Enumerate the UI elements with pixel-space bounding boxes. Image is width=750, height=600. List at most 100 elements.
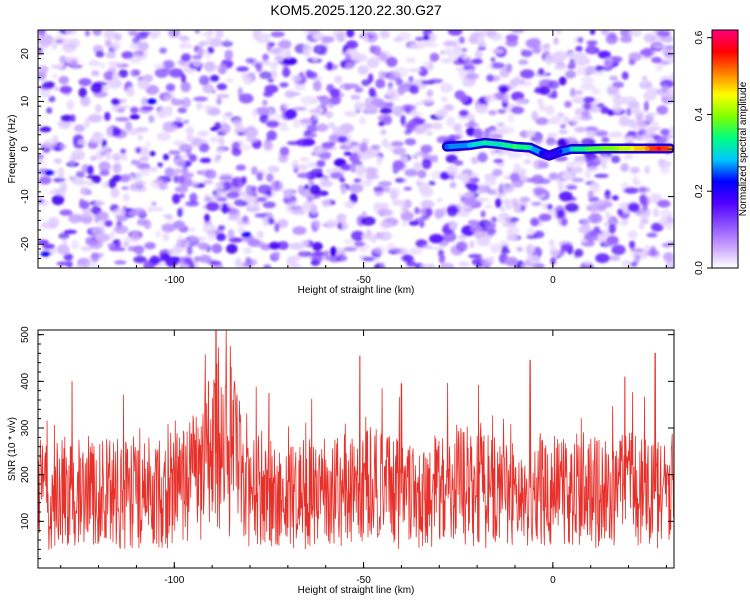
spectrogram-speckle (380, 129, 387, 135)
spectrogram-speckle (558, 191, 573, 202)
spectrogram-speckle (643, 100, 649, 112)
spectrogram-speckle (104, 111, 111, 121)
spectrogram-speckle (439, 82, 453, 93)
spectrogram-speckle (241, 215, 249, 224)
spectrogram-speckle (531, 201, 542, 206)
spectrogram-speckle (237, 131, 245, 136)
spectrogram-speckle (421, 158, 432, 170)
spectrogram-speckle (501, 184, 515, 193)
spectrogram-speckle (199, 75, 210, 86)
spectrogram-speckle (466, 126, 476, 137)
spectrogram-speckle (328, 122, 336, 129)
spectrogram-speckle (601, 199, 611, 204)
spectrogram-speckle (62, 43, 77, 53)
spectrogram-noise (38, 30, 674, 268)
spectrogram-speckle (217, 64, 227, 75)
spectrogram-speckle (235, 164, 246, 171)
spectrogram-speckle (535, 117, 549, 126)
spectrogram-speckle (344, 200, 355, 209)
spectrogram-speckle (587, 190, 594, 200)
spectrogram-speckle (111, 128, 122, 136)
spectrogram-speckle (85, 262, 99, 268)
spectrogram-speckle (177, 207, 183, 218)
spectrogram-speckle (621, 71, 629, 80)
spectrogram-speckle (378, 181, 393, 187)
spectrogram-speckle (179, 154, 189, 159)
spectrogram-speckle (316, 160, 326, 168)
signal-track-point (569, 146, 574, 152)
spectrogram-speckle (571, 177, 584, 183)
spectrogram-speckle (502, 94, 509, 103)
spectrogram-speckle (246, 137, 259, 143)
spectrogram-speckle (218, 136, 225, 147)
colorbar: 0.0 0.2 0.4 0.6 Normalized spectral amplitu… (694, 29, 749, 275)
spectrogram-speckle (640, 217, 649, 225)
spectrogram-speckle (125, 121, 133, 131)
spectrogram-speckle (627, 230, 638, 239)
spectrogram-speckle (655, 136, 666, 145)
spectrogram-speckle (226, 243, 238, 254)
spectrogram-speckle (328, 134, 338, 144)
spectrogram-speckle (113, 225, 129, 234)
spectrogram-speckle (612, 96, 627, 105)
spectrogram-speckle (156, 109, 169, 119)
spectrogram-speckle (275, 113, 282, 120)
spectrogram-speckle (497, 213, 511, 224)
spectrogram-speckle (135, 126, 149, 133)
spectrogram-speckle (128, 30, 138, 37)
spectrogram-speckle (445, 46, 451, 57)
spectrogram-speckle (456, 241, 468, 252)
spectrogram-speckle (382, 186, 391, 193)
spectrogram-speckle (592, 69, 605, 75)
spectrogram-speckle (188, 154, 197, 163)
spectrogram-speckle (113, 32, 122, 42)
spectrogram-speckle (657, 199, 671, 208)
spectrogram-speckle (180, 81, 191, 93)
spectrogram-speckle (564, 202, 579, 213)
spectrogram-speckle (281, 103, 291, 108)
spectrogram-speckle (306, 124, 319, 133)
spectrogram-speckle (420, 144, 433, 154)
spectrogram-speckle (262, 99, 268, 107)
spectrogram-speckle (470, 156, 479, 165)
spectrogram-speckle (628, 101, 641, 109)
spectrogram-speckle (670, 72, 674, 80)
spectrogram-speckle (332, 126, 341, 135)
spectrogram-speckle (140, 167, 151, 176)
spectrogram-speckle (259, 59, 270, 65)
spectrogram-speckle (668, 125, 674, 135)
spectrogram-speckle (551, 54, 566, 61)
spectrogram-speckle (188, 227, 196, 233)
spectrogram-speckle (133, 245, 145, 255)
spectrogram-speckle (107, 78, 123, 89)
spectrogram-speckle (225, 191, 240, 199)
spectrogram-speckle (42, 243, 55, 250)
spectrogram-speckle (99, 219, 105, 227)
signal-track-point (558, 149, 563, 154)
spectrogram-speckle (309, 184, 321, 196)
spectrogram-speckle (423, 61, 432, 70)
spectrogram-speckle (485, 256, 495, 262)
spectrogram-speckle (408, 76, 414, 83)
spectrogram-speckle (431, 154, 439, 163)
spectrogram-speckle (78, 87, 87, 98)
spectrogram-speckle (324, 249, 330, 261)
spectrogram-speckle (357, 152, 372, 161)
spectrogram-speckle (215, 147, 226, 154)
spectrogram-speckle (467, 219, 479, 226)
spectrogram-speckle (71, 149, 86, 161)
spectrogram-speckle (223, 181, 233, 191)
spectrogram-speckle (469, 240, 475, 249)
spectrogram-speckle (162, 232, 170, 242)
spectrogram-speckle (643, 244, 652, 251)
spectrogram-speckle (400, 204, 407, 214)
spectrogram-speckle (292, 226, 307, 236)
spectrogram-speckle (643, 33, 656, 43)
signal-track-point (584, 146, 590, 152)
spectrogram-speckle (655, 61, 664, 72)
spectrogram-speckle (380, 209, 393, 217)
spectrogram-speckle (639, 194, 647, 205)
